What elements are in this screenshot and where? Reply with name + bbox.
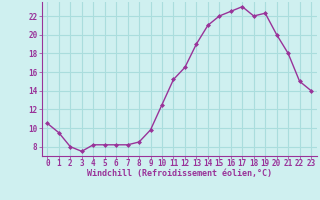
- X-axis label: Windchill (Refroidissement éolien,°C): Windchill (Refroidissement éolien,°C): [87, 169, 272, 178]
